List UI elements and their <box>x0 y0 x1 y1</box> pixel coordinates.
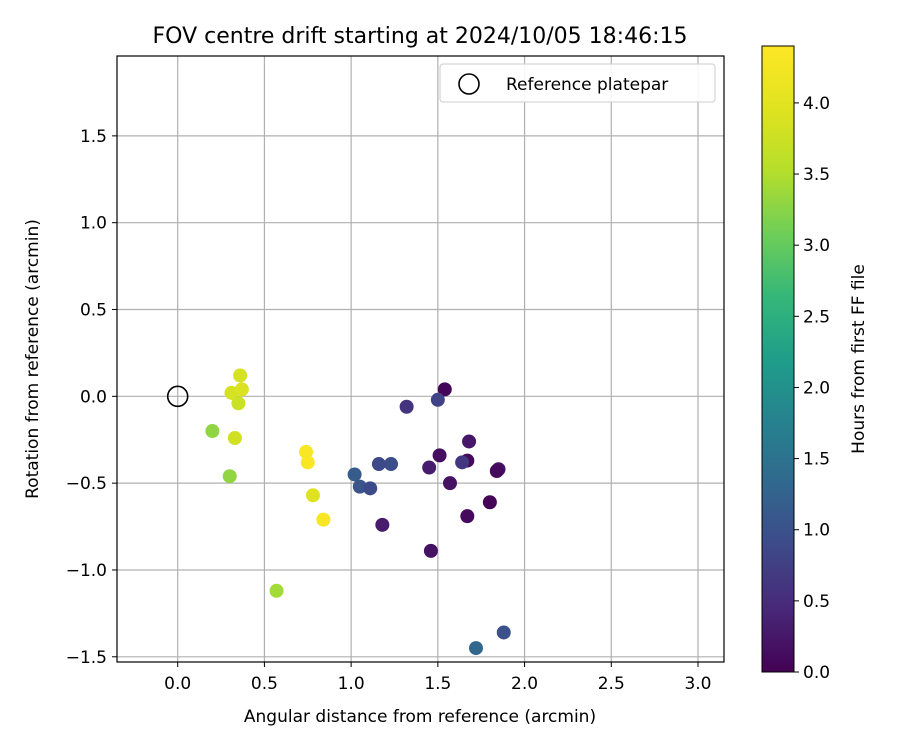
data-point <box>384 457 399 472</box>
data-point <box>442 476 457 491</box>
colorbar-tick-label: 3.0 <box>803 236 830 256</box>
data-point <box>462 434 477 449</box>
data-point <box>347 467 362 482</box>
y-tick-label: 1.0 <box>80 214 107 234</box>
data-point <box>437 382 452 397</box>
data-point <box>231 396 246 411</box>
data-point <box>205 424 220 439</box>
colorbar-tick-label: 4.0 <box>803 94 830 114</box>
colorbar-tick-label: 3.5 <box>803 165 830 185</box>
data-point <box>422 460 437 475</box>
data-point <box>222 469 237 484</box>
data-point <box>460 509 475 524</box>
data-point <box>363 481 378 496</box>
data-point <box>496 625 511 640</box>
colorbar-tick-label: 1.0 <box>803 521 830 541</box>
colorbar-tick-label: 0.0 <box>803 663 830 683</box>
data-point <box>375 517 390 532</box>
data-point <box>233 368 248 383</box>
data-point <box>455 455 470 470</box>
legend: Reference platepar <box>439 63 716 103</box>
data-point <box>299 444 314 459</box>
data-point <box>269 583 284 598</box>
x-tick-label: 2.5 <box>598 674 625 694</box>
data-points <box>205 368 511 656</box>
y-tick-label: 0.0 <box>80 387 107 407</box>
x-tick-label: 0.0 <box>164 674 191 694</box>
data-point <box>432 448 447 463</box>
y-tick-label: −1.0 <box>66 561 107 581</box>
x-tick-label: 2.0 <box>511 674 538 694</box>
data-point <box>371 457 386 472</box>
data-point <box>399 399 414 414</box>
y-tick-label: −0.5 <box>66 474 107 494</box>
data-point <box>482 495 497 510</box>
data-point <box>305 488 320 503</box>
plot-frame <box>116 55 725 663</box>
data-point <box>234 382 249 397</box>
data-point <box>423 543 438 558</box>
x-tick-label: 1.5 <box>424 674 451 694</box>
x-axis-label: Angular distance from reference (arcmin) <box>244 707 596 727</box>
y-axis-label: Rotation from reference (arcmin) <box>23 219 43 499</box>
colorbar-tick-label: 2.5 <box>803 307 830 327</box>
chart-title: FOV centre drift starting at 2024/10/05 … <box>153 24 688 49</box>
data-point <box>489 463 504 478</box>
data-point <box>430 392 445 407</box>
colorbar-tick-label: 2.0 <box>803 378 830 398</box>
colorbar-tick-label: 1.5 <box>803 450 830 470</box>
x-tick-label: 3.0 <box>684 674 711 694</box>
y-tick-label: −1.5 <box>66 648 107 668</box>
legend-marker <box>458 73 480 95</box>
x-axis-ticks: 0.0 0.5 1.0 1.5 2.0 2.5 3.0 <box>164 662 712 694</box>
y-tick-label: 0.5 <box>80 301 107 321</box>
legend-box <box>439 63 716 103</box>
x-tick-label: 0.5 <box>251 674 278 694</box>
data-point <box>316 512 331 527</box>
data-point <box>468 641 483 656</box>
reference-marker <box>166 385 189 408</box>
x-tick-label: 1.0 <box>338 674 365 694</box>
legend-label: Reference platepar <box>506 75 668 95</box>
colorbar-ticks: 0.0 0.5 1.0 1.5 2.0 2.5 3.0 3.5 4.0 <box>794 94 830 683</box>
colorbar-tick-label: 0.5 <box>803 592 830 612</box>
data-point <box>300 455 315 470</box>
colorbar-label: Hours from first FF file <box>849 264 869 454</box>
data-point <box>352 479 367 494</box>
grid-lines <box>117 56 724 662</box>
data-point <box>227 431 242 446</box>
colorbar <box>761 45 795 673</box>
y-tick-label: 1.5 <box>80 127 107 147</box>
y-axis-ticks: −1.5 −1.0 −0.5 0.0 0.5 1.0 1.5 <box>66 127 117 668</box>
